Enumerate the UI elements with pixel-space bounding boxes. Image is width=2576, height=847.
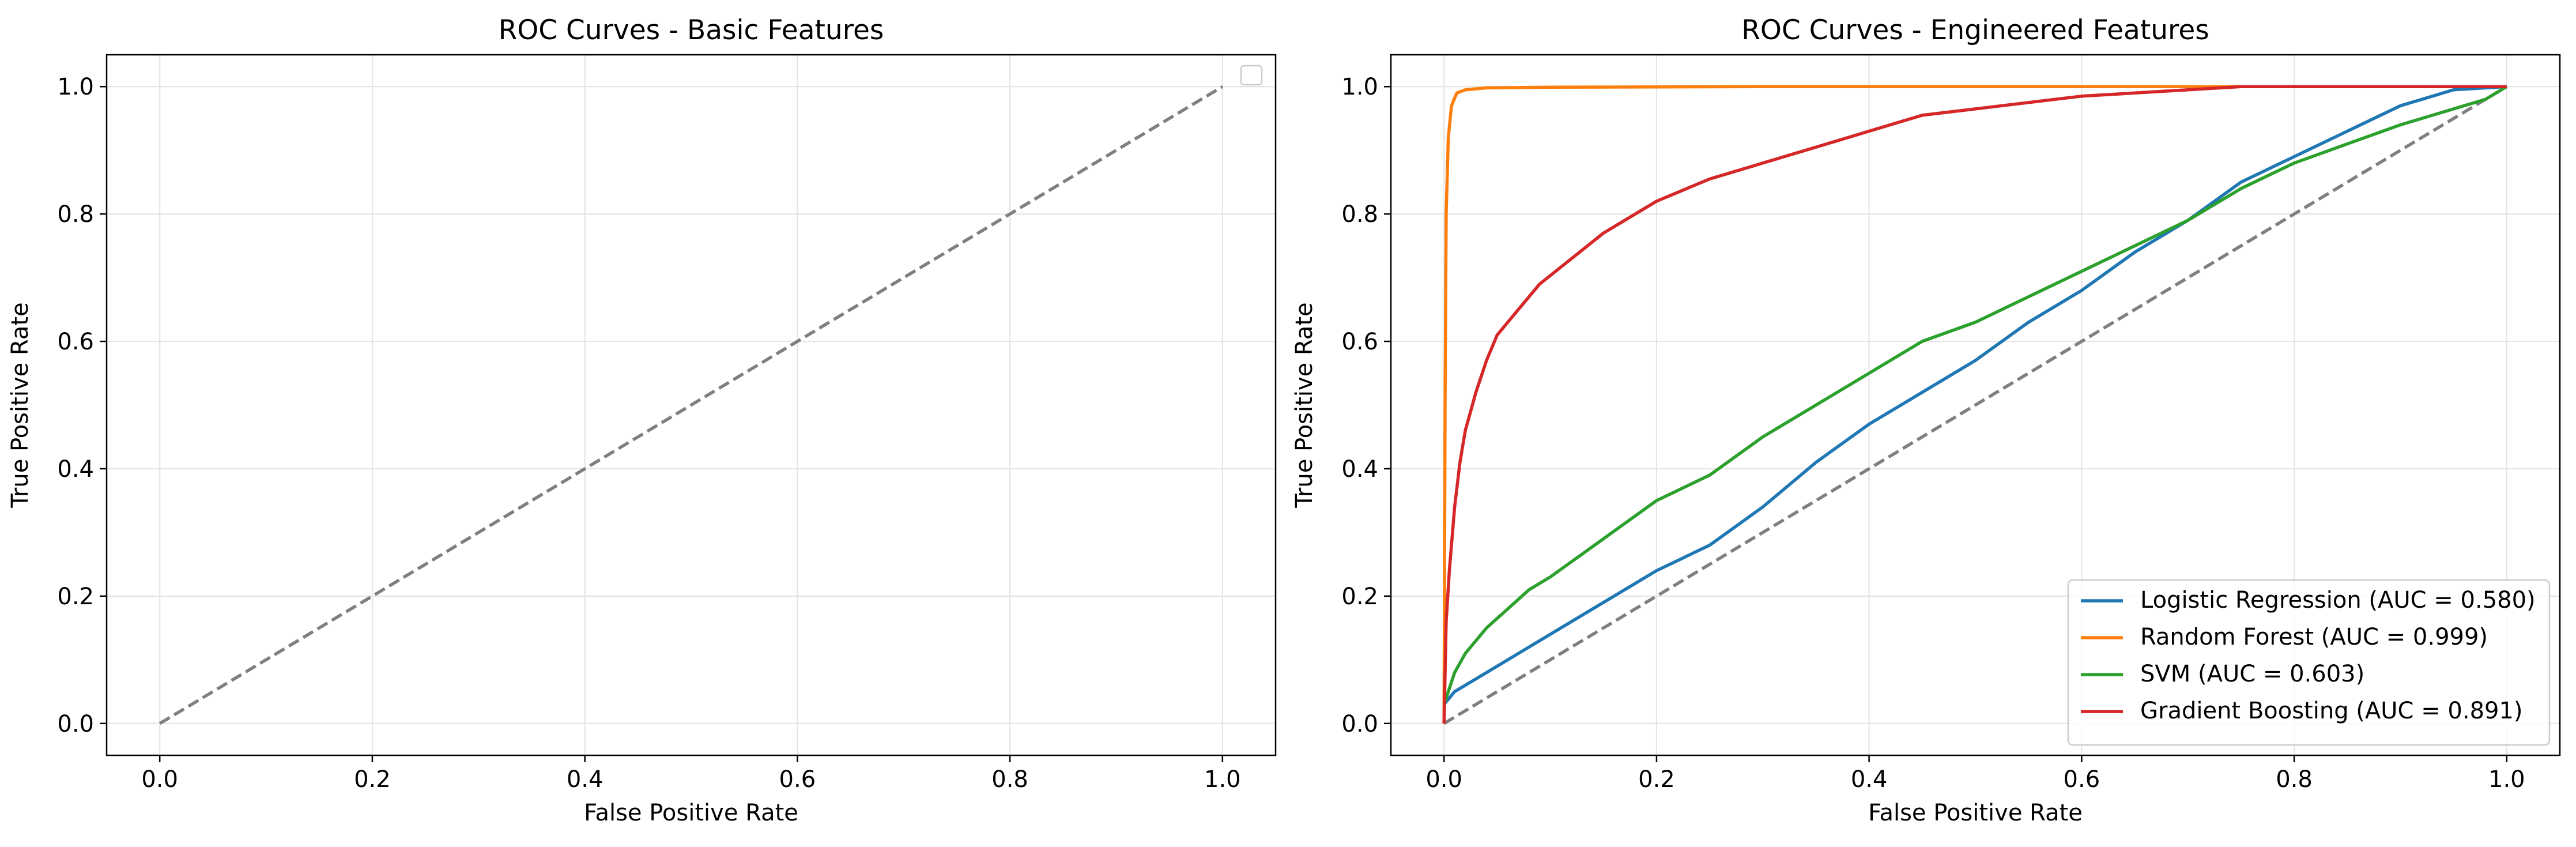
y-tick-label: 0.4 <box>1341 456 1378 483</box>
x-axis-label: False Positive Rate <box>584 800 798 826</box>
roc-chart-engineered-features: 0.0 0.2 0.4 0.6 0.8 1.0 0.0 0.2 0.4 0.6 0.8 1.0 ROC … <box>1291 14 2561 826</box>
x-tick-label: 0.0 <box>141 766 178 793</box>
plot-frame <box>105 54 1277 756</box>
x-tick-label: 0.2 <box>1638 766 1675 793</box>
y-tick-label: 0.0 <box>1341 711 1378 737</box>
legend: Logistic Regression (AUC = 0.580) Random … <box>2067 579 2551 746</box>
legend-box-empty <box>1240 65 1263 86</box>
x-tick-label: 0.8 <box>2276 766 2313 793</box>
legend-label-logistic-regression: Logistic Regression (AUC = 0.580) <box>2140 587 2536 613</box>
x-tick-label: 0.8 <box>991 766 1028 793</box>
reference-diagonal-line <box>159 85 1224 725</box>
y-tick-label: 0.2 <box>57 584 94 610</box>
y-tick-label: 0.4 <box>57 456 94 483</box>
x-tick-label: 0.4 <box>1851 766 1888 793</box>
x-tick-label: 0.0 <box>1425 766 1462 793</box>
y-axis-label: True Positive Rate <box>1291 302 1318 508</box>
roc-chart-basic-features: 0.0 0.2 0.4 0.6 0.8 1.0 0.0 0.2 0.4 0.6 0.8 1.0 ROC … <box>7 14 1277 826</box>
roc-curve-logistic-regression <box>1443 85 2507 706</box>
x-axis-label: False Positive Rate <box>1868 800 2083 826</box>
roc-curve-svm <box>1442 85 2508 705</box>
reference-diagonal-line <box>1443 85 2508 725</box>
y-tick-label: 0.0 <box>57 711 94 737</box>
chart-title: ROC Curves - Engineered Features <box>1741 14 2209 46</box>
legend-label-svm: SVM (AUC = 0.603) <box>2140 661 2364 687</box>
y-tick-label: 1.0 <box>57 74 94 100</box>
y-tick-label: 0.6 <box>57 329 94 355</box>
y-tick-label: 0.6 <box>1341 329 1378 355</box>
x-tick-label: 0.2 <box>354 766 391 793</box>
x-tick-label: 0.6 <box>779 766 816 793</box>
x-tick-label: 1.0 <box>2488 766 2525 793</box>
chart-title: ROC Curves - Basic Features <box>499 14 884 46</box>
y-axis-label: True Positive Rate <box>7 302 33 508</box>
y-tick-label: 0.2 <box>1341 584 1378 610</box>
y-tick-label: 0.8 <box>57 201 94 228</box>
x-tick-label: 1.0 <box>1204 766 1241 793</box>
x-tick-label: 0.6 <box>2064 766 2100 793</box>
legend-label-gradient-boosting: Gradient Boosting (AUC = 0.891) <box>2140 698 2523 724</box>
roc-curve-gradient-boosting <box>1442 85 2507 724</box>
plot-frame <box>1390 54 2561 756</box>
y-tick-label: 0.8 <box>1341 201 1378 228</box>
legend-box <box>2067 579 2551 746</box>
x-tick-label: 0.4 <box>567 766 604 793</box>
legend-label-random-forest: Random Forest (AUC = 0.999) <box>2140 624 2488 650</box>
roc-curve-random-forest <box>1442 85 2507 724</box>
y-tick-label: 1.0 <box>1341 74 1378 100</box>
